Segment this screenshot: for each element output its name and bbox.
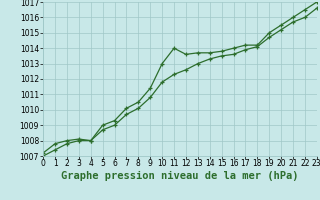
X-axis label: Graphe pression niveau de la mer (hPa): Graphe pression niveau de la mer (hPa) — [61, 171, 299, 181]
